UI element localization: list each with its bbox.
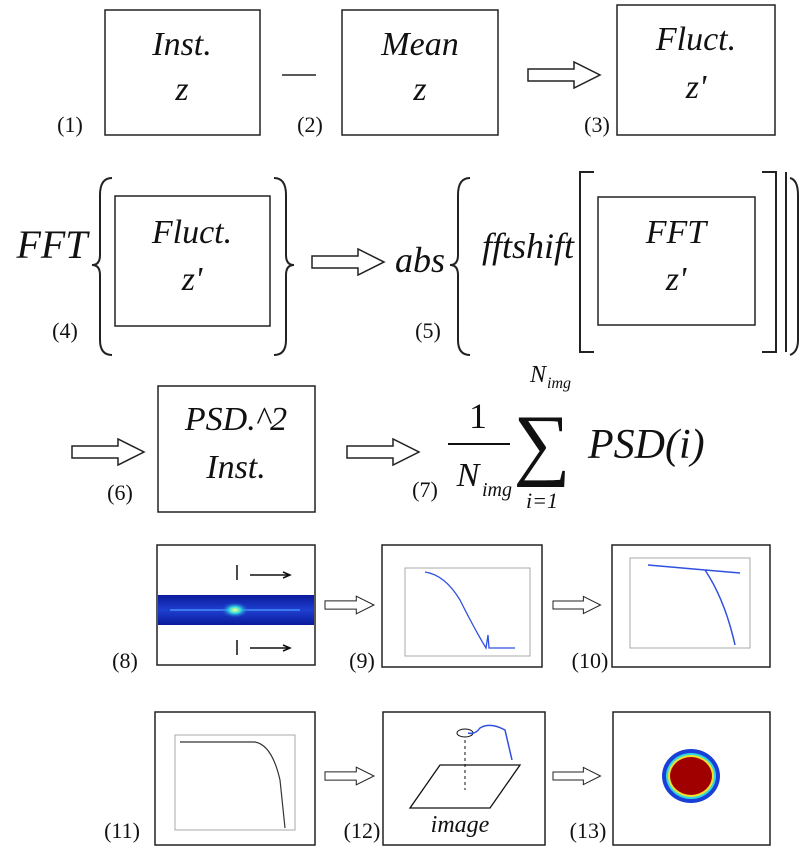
arrow <box>324 595 375 615</box>
step-label: (12) <box>344 818 381 843</box>
psd-spot <box>221 602 249 618</box>
plot-curve <box>424 571 515 650</box>
arrow <box>71 438 145 466</box>
step-label: (6) <box>107 480 133 505</box>
thumb-box <box>156 544 316 666</box>
thumb-box <box>154 711 316 846</box>
profile <box>467 724 513 761</box>
operator: abs <box>395 240 445 280</box>
box <box>341 9 499 136</box>
formula-sum: ∑ <box>513 400 570 488</box>
step-label: (3) <box>584 112 610 137</box>
step-label: (13) <box>570 818 607 843</box>
box <box>114 195 271 327</box>
thumb-box <box>612 711 771 846</box>
thumb-box <box>611 544 771 668</box>
brace <box>91 177 113 356</box>
plot-curve <box>180 741 286 829</box>
step-label: (8) <box>112 648 138 673</box>
formula-upper: N <box>529 362 548 388</box>
box-text: Inst. <box>151 26 212 63</box>
box-text: z <box>412 71 426 108</box>
arrow <box>552 595 602 615</box>
box-text: z' <box>181 261 203 298</box>
disk <box>670 757 712 795</box>
box-text: z <box>174 71 188 108</box>
formula-lower: i=1 <box>526 488 558 513</box>
cut-marks <box>236 565 292 655</box>
box-text: z' <box>685 69 707 106</box>
step-label: (9) <box>349 648 375 673</box>
box-text: Inst. <box>205 449 266 486</box>
operator: fftshift <box>482 226 575 266</box>
arrow <box>346 438 420 466</box>
plot-frame <box>629 557 751 649</box>
thumb-box <box>381 544 543 668</box>
thumb-box <box>382 711 546 846</box>
box-text: FFT <box>645 214 709 251</box>
plot-frame <box>404 567 531 657</box>
bracket <box>579 171 594 353</box>
brace <box>273 177 295 356</box>
plot-curve <box>647 564 741 646</box>
step-label: (2) <box>297 112 323 137</box>
plane <box>408 764 522 809</box>
box <box>104 9 261 136</box>
arrow <box>311 248 385 276</box>
box <box>157 385 316 513</box>
arrow <box>552 766 602 786</box>
box <box>616 4 776 136</box>
box <box>597 196 756 326</box>
formula-term: PSD(i) <box>587 422 705 468</box>
bracket <box>762 171 787 353</box>
box-text: PSD.^2 <box>184 401 287 438</box>
formula-sub: img <box>547 375 571 392</box>
brace <box>789 177 799 356</box>
step-label: (7) <box>412 477 438 502</box>
step-label: (5) <box>415 318 441 343</box>
step-label: (10) <box>572 648 609 673</box>
step-label: (1) <box>57 112 83 137</box>
arrow <box>324 766 375 786</box>
formula-sub: img <box>482 479 512 501</box>
box-text: Fluct. <box>655 21 736 58</box>
arrow <box>527 61 601 89</box>
operator: FFT <box>15 222 90 267</box>
box-text: Mean <box>380 26 458 63</box>
step-label: (11) <box>104 818 140 843</box>
step-label: (4) <box>52 318 78 343</box>
box-text: z' <box>665 261 687 298</box>
brace <box>449 177 471 356</box>
caption: image <box>431 812 490 838</box>
plot-frame <box>174 734 296 831</box>
formula-denominator: N <box>456 457 482 494</box>
box-text: Fluct. <box>151 214 232 251</box>
formula-numerator: 1 <box>469 396 487 436</box>
